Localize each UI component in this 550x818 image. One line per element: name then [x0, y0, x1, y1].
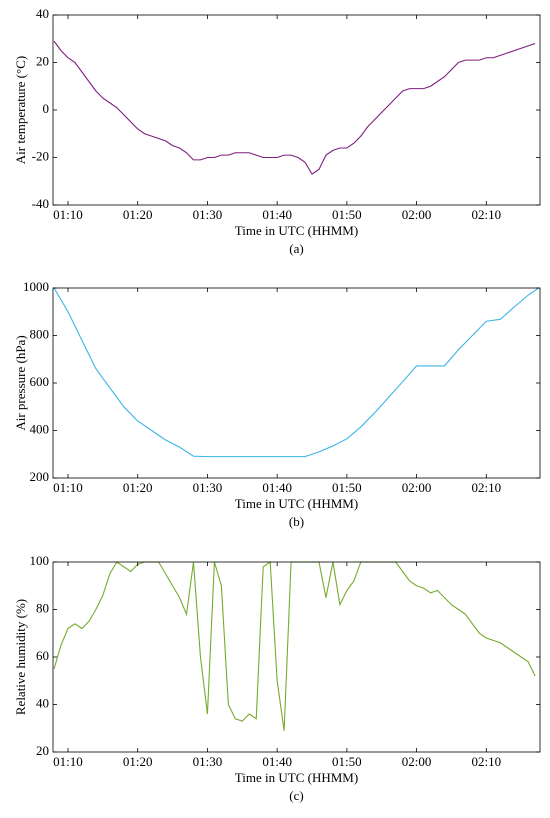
- x-tick-label: 02:00: [402, 480, 432, 495]
- x-tick-label: 01:30: [193, 480, 223, 495]
- x-axis-label: Time in UTC (HHMM): [235, 770, 358, 785]
- x-tick-label: 01:40: [262, 480, 292, 495]
- x-tick-label: 02:10: [472, 480, 502, 495]
- x-tick-label: 01:50: [332, 480, 362, 495]
- caption: (a): [289, 241, 303, 256]
- x-tick-label: 01:20: [123, 207, 153, 222]
- x-tick-label: 02:10: [472, 754, 502, 769]
- y-tick-label: 80: [36, 600, 49, 615]
- x-tick-label: 02:00: [402, 754, 432, 769]
- x-tick-label: 01:10: [53, 754, 83, 769]
- x-tick-label: 01:20: [123, 754, 153, 769]
- y-tick-label: 800: [30, 326, 50, 341]
- caption: (c): [289, 788, 303, 803]
- x-tick-label: 01:30: [193, 207, 223, 222]
- y-tick-label: -20: [32, 148, 49, 163]
- x-tick-label: 01:40: [262, 754, 292, 769]
- data-line: [53, 560, 536, 731]
- y-axis-label: Relative humidity (%): [13, 599, 28, 715]
- y-tick-label: 40: [36, 695, 49, 710]
- x-axis-label: Time in UTC (HHMM): [235, 223, 358, 238]
- x-tick-label: 01:10: [53, 207, 83, 222]
- caption: (b): [289, 514, 304, 529]
- y-tick-label: 400: [30, 421, 50, 436]
- x-tick-label: 02:10: [472, 207, 502, 222]
- y-tick-label: 20: [36, 53, 49, 68]
- y-axis-label: Air pressure (hPa): [13, 335, 28, 430]
- data-line: [53, 287, 539, 458]
- x-tick-label: 01:20: [123, 480, 153, 495]
- y-tick-label: 1000: [23, 279, 49, 294]
- x-tick-label: 01:50: [332, 207, 362, 222]
- x-axis-label: Time in UTC (HHMM): [235, 496, 358, 511]
- y-tick-label: 20: [36, 743, 49, 758]
- plot-frame: [52, 561, 541, 753]
- y-tick-label: 200: [30, 469, 50, 484]
- x-tick-label: 01:50: [332, 754, 362, 769]
- y-tick-label: 100: [30, 553, 50, 568]
- x-tick-label: 01:10: [53, 480, 83, 495]
- plot-frame: [52, 14, 541, 206]
- y-tick-label: 600: [30, 374, 50, 389]
- y-tick-label: 40: [36, 6, 49, 21]
- plot-frame: [52, 287, 541, 479]
- y-axis-label: Air temperature (°C): [13, 56, 28, 164]
- y-tick-label: -40: [32, 196, 49, 211]
- x-tick-label: 01:30: [193, 754, 223, 769]
- data-line: [53, 40, 536, 175]
- y-tick-label: 0: [43, 101, 50, 116]
- y-tick-label: 60: [36, 648, 49, 663]
- x-tick-label: 01:40: [262, 207, 292, 222]
- x-tick-label: 02:00: [402, 207, 432, 222]
